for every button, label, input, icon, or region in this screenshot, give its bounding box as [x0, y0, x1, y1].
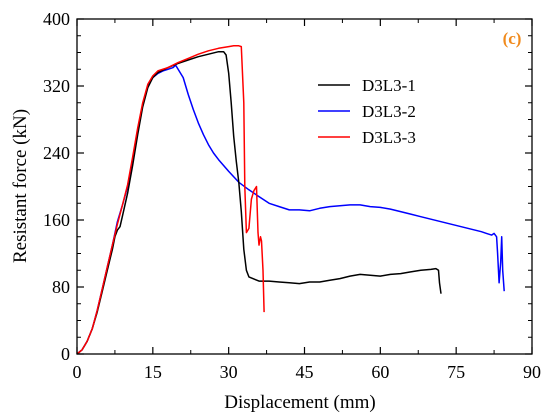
- x-tick-label: 60: [371, 362, 389, 382]
- series-line-d3l3-3: [76, 45, 265, 355]
- x-axis-title: Displacement (mm): [224, 392, 375, 413]
- ticks-layer: 0 15 30 45 60 75 90 0 80 160 240 320 400: [43, 9, 541, 382]
- y-tick-label: 80: [52, 277, 70, 297]
- y-tick-label: 240: [43, 143, 70, 163]
- plot-frame: [76, 18, 533, 355]
- x-tick-label: 90: [523, 362, 541, 382]
- series-line-d3l3-1: [76, 50, 442, 355]
- legend-label: D3L3-2: [362, 102, 416, 121]
- series-layer: [76, 45, 505, 355]
- legend-label: D3L3-3: [362, 128, 416, 147]
- legend: D3L3-1 D3L3-2 D3L3-3: [318, 76, 416, 147]
- x-tick-label: 75: [447, 362, 465, 382]
- y-tick-label: 160: [43, 210, 70, 230]
- axes-layer: [76, 18, 533, 355]
- x-tick-label: 45: [296, 362, 314, 382]
- y-tick-label: 400: [43, 9, 70, 29]
- legend-label: D3L3-1: [362, 76, 416, 95]
- x-tick-label: 30: [220, 362, 238, 382]
- panel-label: (c): [503, 29, 522, 48]
- y-tick-label: 0: [61, 344, 70, 364]
- y-axis-title: Resistant force (kN): [10, 109, 31, 263]
- x-tick-label: 0: [73, 362, 82, 382]
- y-tick-label: 320: [43, 76, 70, 96]
- x-tick-label: 15: [144, 362, 162, 382]
